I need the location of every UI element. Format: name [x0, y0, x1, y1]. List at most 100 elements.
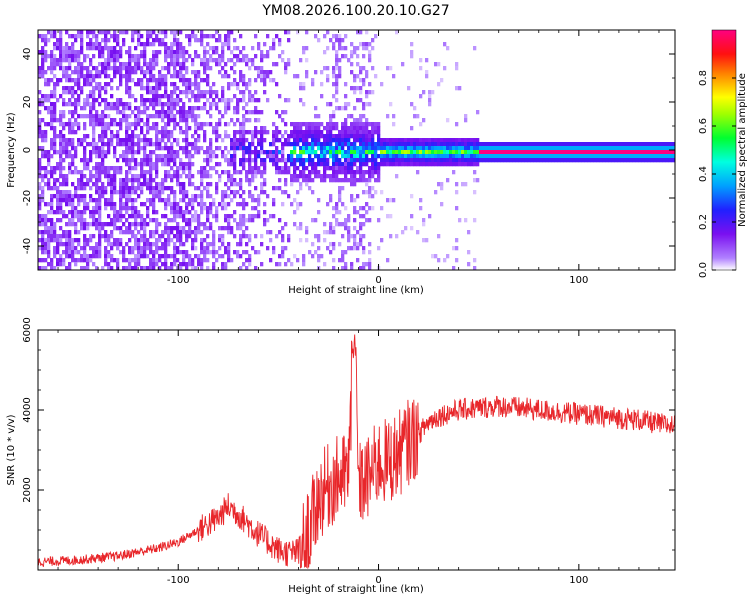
- heatmap-cell: [224, 206, 228, 211]
- heatmap-cell: [89, 70, 93, 75]
- heatmap-cell: [551, 146, 555, 151]
- heatmap-cell: [116, 50, 120, 55]
- heatmap-cell: [254, 166, 258, 171]
- heatmap-cell: [164, 250, 168, 255]
- heatmap-cell: [242, 214, 246, 219]
- heatmap-cell: [62, 98, 66, 103]
- heatmap-cell: [203, 170, 207, 175]
- heatmap-cell: [305, 178, 309, 183]
- heatmap-cell: [236, 46, 240, 51]
- heatmap-cell: [47, 30, 51, 35]
- heatmap-cell: [179, 130, 183, 135]
- heatmap-cell: [308, 162, 312, 167]
- heatmap-cell: [218, 38, 222, 43]
- heatmap-cell: [44, 182, 48, 187]
- heatmap-cell: [347, 170, 351, 175]
- heatmap-cell: [83, 206, 87, 211]
- heatmap-cell: [194, 70, 198, 75]
- heatmap-cell: [95, 178, 99, 183]
- heatmap-cell: [146, 214, 150, 219]
- heatmap-cell: [323, 142, 327, 147]
- heatmap-cell: [179, 166, 183, 171]
- heatmap-cell: [233, 130, 237, 135]
- heatmap-cell: [95, 170, 99, 175]
- heatmap-cell: [224, 190, 228, 195]
- heatmap-cell: [314, 250, 318, 255]
- heatmap-cell: [254, 170, 258, 175]
- heatmap-cell: [434, 190, 438, 195]
- heatmap-cell: [194, 194, 198, 199]
- heatmap-cell: [485, 146, 489, 151]
- heatmap-cell: [290, 202, 294, 207]
- heatmap-cell: [248, 150, 252, 155]
- heatmap-cell: [389, 214, 393, 219]
- heatmap-cell: [38, 102, 42, 107]
- heatmap-cell: [230, 154, 234, 159]
- heatmap-cell: [47, 218, 51, 223]
- heatmap-cell: [194, 130, 198, 135]
- heatmap-cell: [116, 258, 120, 263]
- heatmap-cell: [332, 266, 336, 270]
- heatmap-cell: [269, 238, 273, 243]
- heatmap-cell: [188, 170, 192, 175]
- heatmap-cell: [86, 54, 90, 59]
- heatmap-cell: [188, 110, 192, 115]
- heatmap-cell: [128, 186, 132, 191]
- heatmap-cell: [611, 150, 615, 155]
- heatmap-cell: [644, 150, 648, 155]
- heatmap-cell: [206, 146, 210, 151]
- heatmap-cell: [167, 62, 171, 67]
- heatmap-cell: [350, 50, 354, 55]
- heatmap-cell: [605, 150, 609, 155]
- x-tick-label: -100: [167, 575, 190, 586]
- heatmap-cell: [101, 38, 105, 43]
- heatmap-cell: [92, 66, 96, 71]
- heatmap-cell: [206, 110, 210, 115]
- heatmap-cell: [71, 154, 75, 159]
- heatmap-cell: [47, 210, 51, 215]
- heatmap-cell: [68, 126, 72, 131]
- heatmap-cell: [116, 98, 120, 103]
- heatmap-cell: [188, 234, 192, 239]
- heatmap-cell: [134, 226, 138, 231]
- heatmap-cell: [125, 230, 129, 235]
- heatmap-cell: [185, 210, 189, 215]
- heatmap-cell: [359, 226, 363, 231]
- heatmap-cell: [266, 54, 270, 59]
- heatmap-cell: [278, 138, 282, 143]
- heatmap-cell: [341, 166, 345, 171]
- heatmap-cell: [50, 230, 54, 235]
- heatmap-cell: [632, 158, 636, 163]
- heatmap-cell: [179, 42, 183, 47]
- heatmap-cell: [89, 214, 93, 219]
- heatmap-cell: [365, 162, 369, 167]
- heatmap-cell: [95, 162, 99, 167]
- heatmap-cell: [191, 58, 195, 63]
- heatmap-cell: [305, 46, 309, 51]
- heatmap-cell: [56, 186, 60, 191]
- heatmap-cell: [362, 134, 366, 139]
- heatmap-cell: [38, 122, 42, 127]
- heatmap-cell: [65, 90, 69, 95]
- heatmap-cell: [365, 46, 369, 51]
- heatmap-cell: [83, 182, 87, 187]
- heatmap-cell: [188, 226, 192, 231]
- heatmap-cell: [245, 258, 249, 263]
- heatmap-cell: [167, 234, 171, 239]
- heatmap-cell: [203, 134, 207, 139]
- heatmap-cell: [173, 162, 177, 167]
- heatmap-cell: [179, 46, 183, 51]
- heatmap-cell: [164, 34, 168, 39]
- heatmap-cell: [230, 158, 234, 163]
- heatmap-cell: [47, 154, 51, 159]
- heatmap-cell: [260, 130, 264, 135]
- heatmap-cell: [107, 114, 111, 119]
- heatmap-cell: [287, 142, 291, 147]
- heatmap-cell: [149, 98, 153, 103]
- heatmap-cell: [95, 186, 99, 191]
- heatmap-cell: [296, 142, 300, 147]
- heatmap-cell: [359, 242, 363, 247]
- heatmap-cell: [272, 214, 276, 219]
- heatmap-cell: [134, 166, 138, 171]
- heatmap-cell: [59, 118, 63, 123]
